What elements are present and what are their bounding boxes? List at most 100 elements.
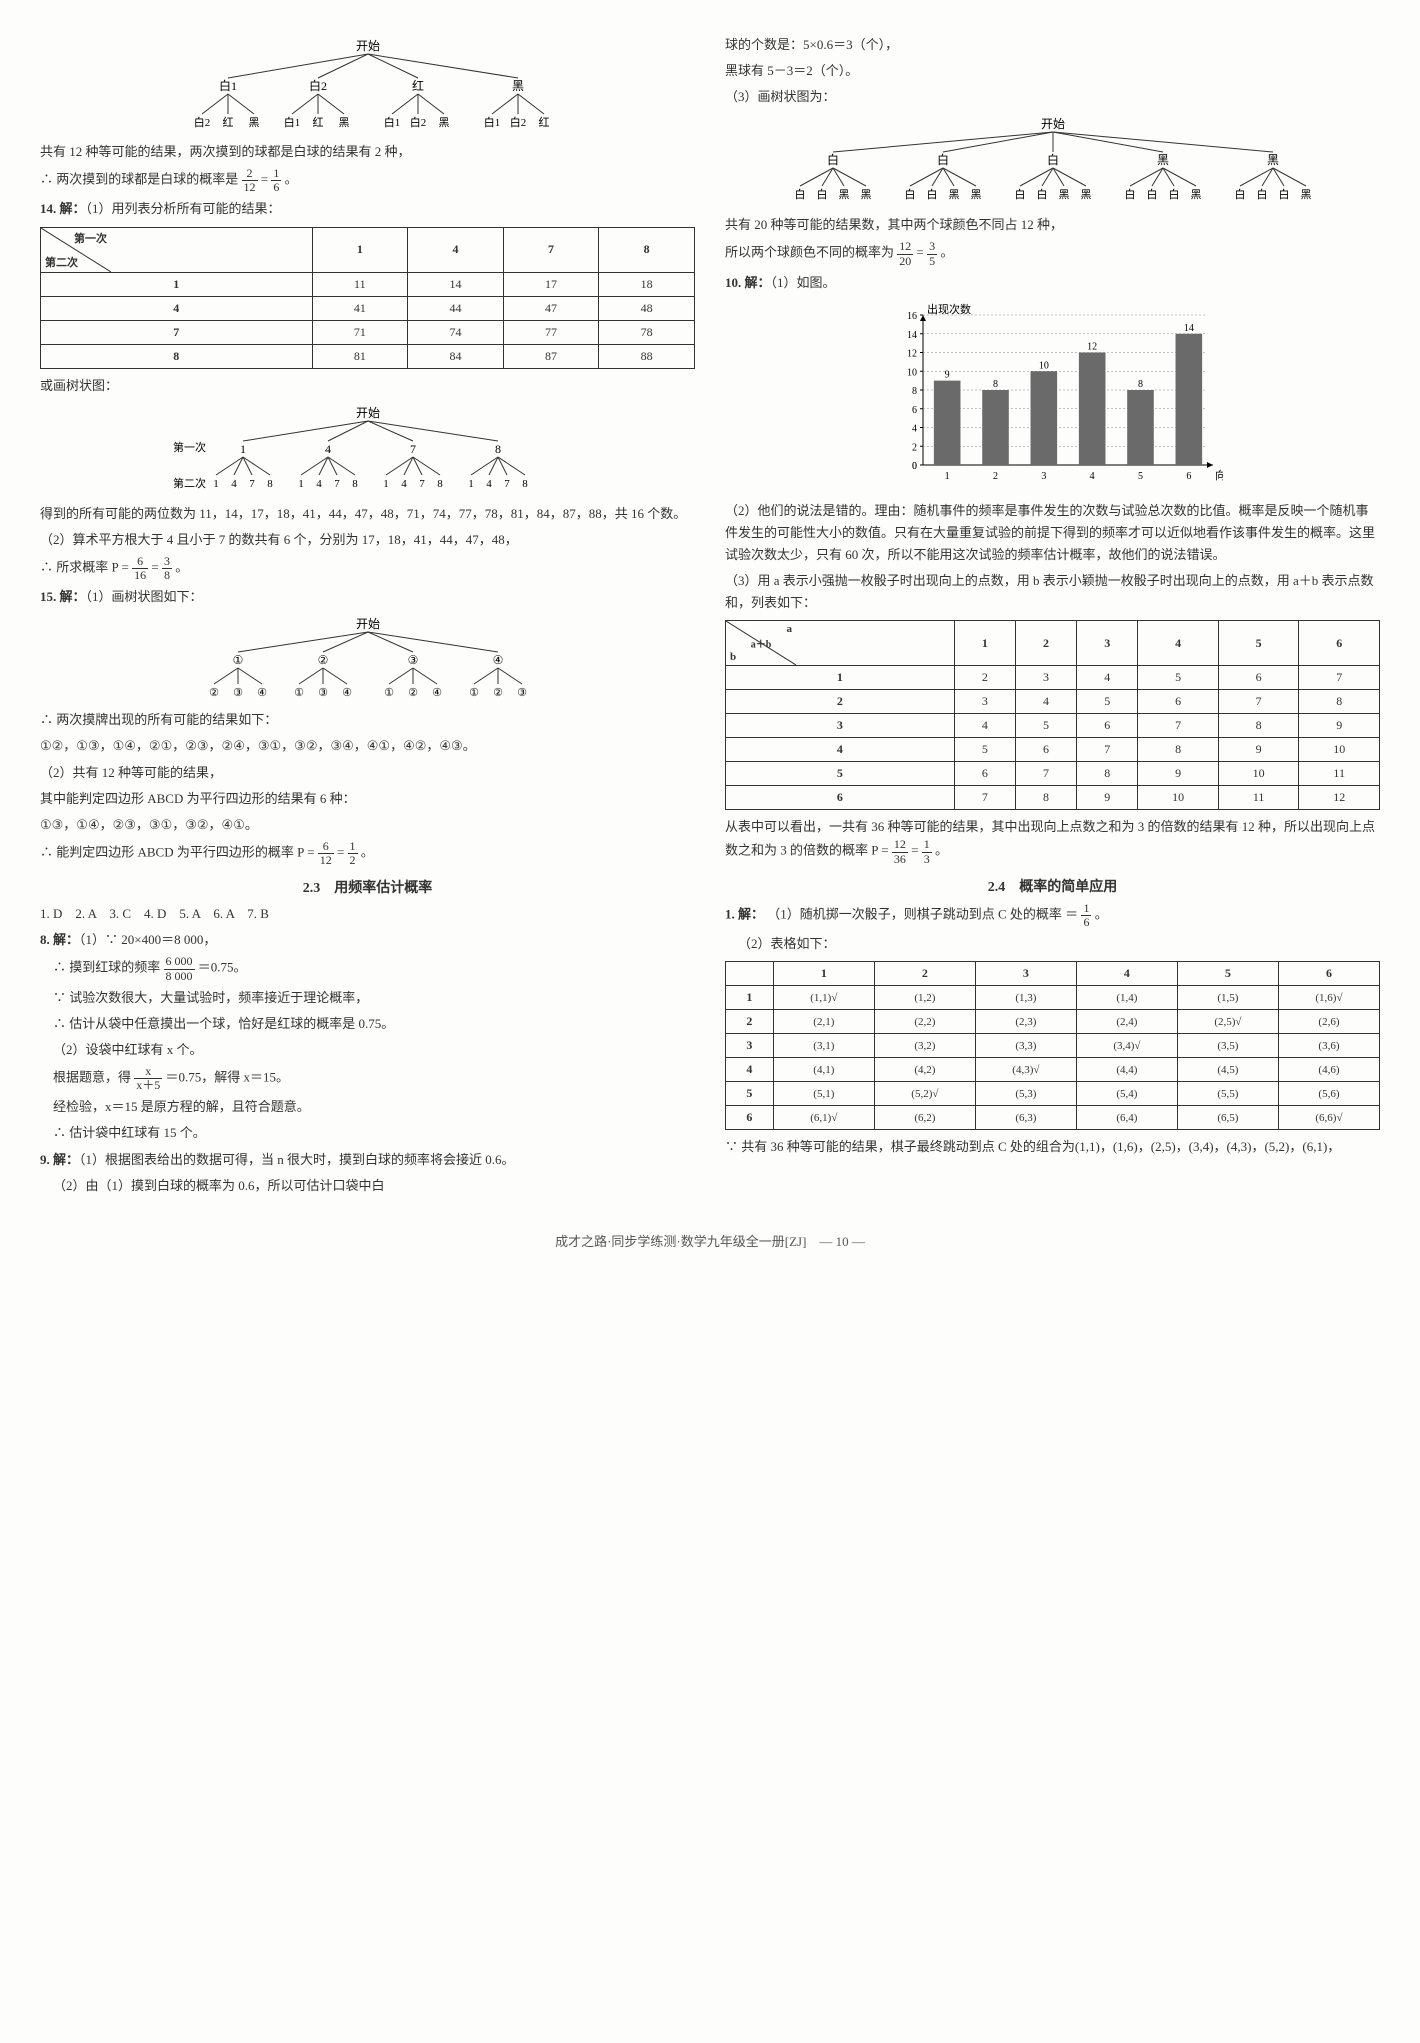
svg-text:黑: 黑 [248,116,259,129]
svg-text:黑: 黑 [338,116,349,129]
bar-chart-svg: 0246810121416出现次数918210312485146向上点数0 [883,300,1223,490]
svg-text:白: 白 [1278,187,1289,201]
svg-text:白: 白 [1124,187,1135,201]
svg-text:白: 白 [926,187,937,201]
tree1-leaves: 白2红黑白1红黑白1白2黑白1白2红 [193,94,549,129]
svg-text:①: ① [384,687,394,699]
svg-text:②: ② [493,687,503,699]
text: （2）他们的说法是错的。理由：随机事件的频率是事件发生的次数与试验总次数的比值。… [725,500,1380,566]
svg-text:4: 4 [231,478,237,490]
svg-text:7: 7 [419,478,425,490]
t: ∴ 两次摸到的球都是白球的概率是 [40,172,238,187]
text: 黑球有 5－3＝2（个）。 [725,60,1380,82]
tree-diagram-1: 开始 白1 白2 红 黑 白2红黑白1红黑白1白2黑白1白2红 [40,38,695,133]
svg-text:白2: 白2 [409,115,426,129]
svg-text:出现次数: 出现次数 [927,302,971,316]
svg-text:8: 8 [522,478,528,490]
text: ∴ 两次摸牌出现的所有可能的结果如下： [40,709,695,731]
fraction: 35 [927,240,937,267]
svg-text:白: 白 [816,187,827,201]
svg-text:黑: 黑 [948,188,959,201]
label: 1. 解： [725,906,764,921]
right-column: 球的个数是：5×0.6＝3（个）， 黑球有 5－3＝2（个）。 （3）画树状图为… [725,30,1380,1201]
svg-text:④: ④ [342,687,352,699]
q8-head: 8. 解：（1）∵ 20×400＝8 000， [40,929,695,951]
text: 共有 20 种等可能的结果数，其中两个球颜色不同占 12 种， [725,214,1380,236]
table-14: 第一次第二次1478111141718441444748771747778881… [40,227,695,369]
svg-text:②: ② [209,687,219,699]
svg-text:黑: 黑 [1058,188,1069,201]
svg-text:②: ② [317,653,328,667]
tree14-svg: 开始第一次第二次11478414787147881478 [153,405,583,495]
text: ∵ 试验次数很大，大量试验时，频率接近于理论概率， [40,987,695,1009]
text: 所以两个球颜色不同的概率为 1220 = 35 。 [725,240,1380,267]
svg-text:③: ③ [318,687,328,699]
fraction: 16 [1081,902,1091,929]
tree1-root: 开始 [355,39,379,53]
text: ∴ 估计从袋中任意摸出一个球，恰好是红球的概率是 0.75。 [40,1013,695,1035]
tree1-n1: 白1 [218,78,236,93]
t: ＝0.75。 [198,960,247,975]
text: ①②，①③，①④，②①，②③，②④，③①，③②，③④，④①，④②，④③。 [40,735,695,757]
svg-text:黑: 黑 [860,188,871,201]
t: ＝0.75，解得 x＝15。 [166,1070,290,1085]
svg-text:2: 2 [912,442,917,453]
svg-text:③: ③ [233,687,243,699]
svg-text:1: 1 [944,471,949,482]
svg-text:1: 1 [298,478,304,490]
page-footer: 成才之路·同步学练测·数学九年级全一册[ZJ] — 10 — [40,1231,1380,1250]
svg-text:8: 8 [267,478,273,490]
svg-text:10: 10 [907,367,917,378]
mc-answers: 1. D 2. A 3. C 4. D 5. A 6. A 7. B [40,903,695,925]
text: 根据题意，得 xx＋5 ＝0.75，解得 x＝15。 [40,1065,695,1092]
svg-text:4: 4 [486,478,492,490]
svg-text:5: 5 [1138,471,1143,482]
tree-diagram-15: 开始①②③④②①③④③①②④④①②③ [40,616,695,701]
svg-text:①: ① [232,653,243,667]
svg-text:1: 1 [213,478,219,490]
t: 从表中可以看出，一共有 36 种等可能的结果，其中出现向上点数之和为 3 的倍数… [725,819,1375,858]
fraction: 1220 [897,240,913,267]
svg-text:14: 14 [907,330,917,341]
text: 经检验，x＝15 是原方程的解，且符合题意。 [40,1096,695,1118]
svg-text:红: 红 [312,116,323,129]
label: 15. 解： [40,589,86,604]
text: （2）由（1）摸到白球的概率为 0.6，所以可估计口袋中白 [40,1175,695,1197]
tree-diagram-14: 开始第一次第二次11478414787147881478 [40,405,695,495]
t: ∴ 摸到红球的频率 [53,960,164,975]
svg-text:1: 1 [383,478,389,490]
t: （1）画树状图如下： [86,589,203,604]
bar-chart: 0246810121416出现次数918210312485146向上点数0 [725,300,1380,494]
svg-text:1: 1 [468,478,474,490]
label: 14. 解： [40,201,86,216]
svg-text:4: 4 [1089,471,1094,482]
svg-text:黑: 黑 [1300,188,1311,201]
svg-text:8: 8 [352,478,358,490]
t: 所以两个球颜色不同的概率为 [725,245,894,260]
svg-text:黑: 黑 [1156,153,1168,167]
svg-text:开始: 开始 [1040,117,1064,131]
tree15-svg: 开始①②③④②①③④③①②④④①②③ [158,616,578,701]
text: （3）用 a 表示小强抛一枚骰子时出现向上的点数，用 b 表示小颖抛一枚骰子时出… [725,570,1380,614]
svg-text:1: 1 [240,442,246,456]
svg-text:④: ④ [492,653,503,667]
t: = [261,172,272,187]
svg-text:7: 7 [249,478,255,490]
svg-text:4: 4 [325,442,331,456]
svg-text:开始: 开始 [355,617,379,631]
text: （3）画树状图为： [725,86,1380,108]
q1-head: 1. 解： （1）随机掷一次骰子，则棋子跳动到点 C 处的概率 ＝ 16 。 [725,902,1380,929]
svg-text:白: 白 [1256,187,1267,201]
text: 共有 12 种等可能的结果，两次摸到的球都是白球的结果有 2 种， [40,141,695,163]
svg-text:4: 4 [912,423,917,434]
svg-text:白1: 白1 [283,115,300,129]
tree-top-svg: 开始白白白黑黑白白白黑黑白白白黑黑黑白白白黑黑白白白黑 [773,116,1333,206]
svg-text:黑: 黑 [970,188,981,201]
fraction: 212 [242,167,258,194]
fraction: 6 0008 000 [164,955,195,982]
text: ∴ 两次摸到的球都是白球的概率是 212 = 16 。 [40,167,695,194]
text: ①③，①④，②③，③①，③②，④①。 [40,814,695,836]
text: ∵ 共有 36 种等可能的结果，棋子最终跳动到点 C 处的组合为(1,1)，(1… [725,1136,1380,1158]
svg-text:白2: 白2 [193,115,210,129]
t: 根据题意，得 [53,1070,134,1085]
